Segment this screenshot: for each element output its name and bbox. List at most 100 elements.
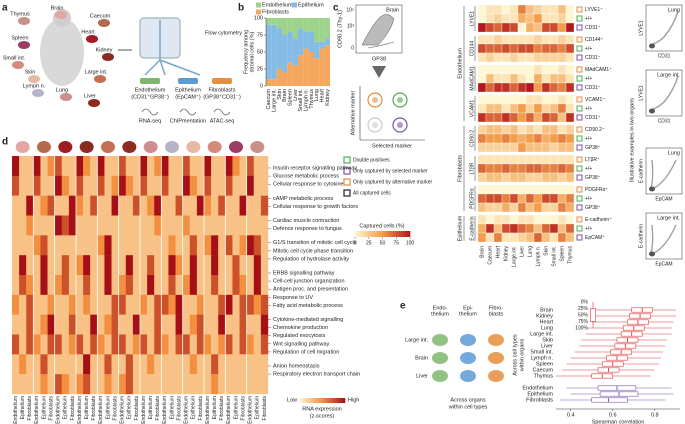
box-label: Brain [540,307,553,313]
y-tick-label: 75 [257,32,263,38]
heat-cell [140,294,148,315]
heat-cell [154,275,162,296]
heat-cell [225,235,233,256]
x-axis-label: Spearman correlation [592,419,645,424]
flow-ylabel: CD90.2 (Thy-1) [337,10,343,48]
bar-segment [314,58,320,86]
heat-cell [140,354,148,375]
heat-cell [225,215,233,236]
heat-cell [83,175,91,196]
x-tick-label: Kidney [325,89,331,106]
heat-cell [97,374,105,395]
heat-cell [147,354,155,375]
heat-cell [485,154,495,165]
heat-cell [189,354,198,375]
bar-segment [287,18,293,32]
heat-cell [549,223,559,234]
heat-cell [204,175,212,196]
example-xlabel: EpCAM [655,261,672,267]
heat-cell [565,73,575,84]
column-label: Epithelium [169,396,175,419]
heat-cell [225,175,233,196]
heat-cell [477,43,487,54]
organ-icon [88,99,100,107]
heat-cell [232,156,240,177]
column-label: Fibroblasts [198,396,204,421]
colorbar-step [404,231,407,237]
x-tick-label: Lung [314,89,320,101]
pathway-label: Defence response to fungus [273,226,342,232]
heat-cell [517,202,527,213]
heat-cell [54,195,62,216]
heat-cell [239,314,247,335]
heat-cell [97,195,105,216]
heat-cell [132,354,141,375]
box-label: Caecum [533,367,554,373]
organ-icon [98,19,110,27]
heat-cell [175,195,183,216]
heat-cell [549,133,559,144]
row-icon [576,144,583,151]
heat-cell [168,156,176,177]
heat-cell [125,195,134,216]
bar-segment [287,62,293,86]
heat-cell [260,195,269,216]
heat-cell [557,4,567,15]
heat-cell [525,52,535,63]
heat-cell [565,154,575,165]
row-label: VCAM1⁺ [585,97,605,103]
heat-cell [246,255,254,276]
heat-cell [253,175,262,196]
heat-cell [253,314,262,335]
heat-cell [541,172,551,183]
heat-cell [125,275,134,296]
heat-cell [239,175,247,196]
row-label: GP38⁺ [585,175,601,181]
bar-segment [266,24,272,80]
column-label: Spleen [559,246,565,262]
heat-cell [549,214,559,225]
heat-cell [246,314,254,335]
heat-cell [68,354,77,375]
row-icon [576,225,583,232]
marker-group: CD144 [469,41,475,57]
quantile-label: 100% [575,325,588,331]
heat-cell [517,154,527,165]
heat-cell [232,314,240,335]
heat-cell [147,195,155,216]
heat-cell [182,215,190,236]
heat-cell [118,275,126,296]
heat-cell [147,255,155,276]
heat-cell [493,133,503,144]
heat-cell [111,195,119,216]
heat-cell [218,215,226,236]
heat-cell [161,275,169,296]
heat-cell [90,294,98,315]
heat-cell [557,43,567,54]
row-icon [576,24,583,31]
heat-cell [517,172,527,183]
heat-cell [125,314,134,335]
heat-cell [147,156,155,177]
heat-cell [477,52,487,63]
heat-cell [493,52,503,63]
heat-cell [557,22,567,33]
heat-cell [218,314,226,335]
heat-cell [33,314,41,335]
pathway-label: Insulin receptor signalling pathway [273,165,357,171]
row-label: CD31⁺ [585,115,601,121]
heat-cell [485,124,495,135]
heat-cell [19,215,27,236]
heat-cell [549,43,559,54]
row-icon [576,174,583,181]
heat-cell [246,354,254,375]
heat-cell [90,334,98,355]
heat-cell [557,193,567,204]
heat-cell [147,275,155,296]
heat-cell [189,314,198,335]
column-label: Epithelium [233,396,239,419]
row-label: CD90.2⁺ [585,127,605,133]
organ-label: Large int. [405,337,428,343]
row-label: +/+ [585,136,592,142]
heat-cell [83,275,91,296]
